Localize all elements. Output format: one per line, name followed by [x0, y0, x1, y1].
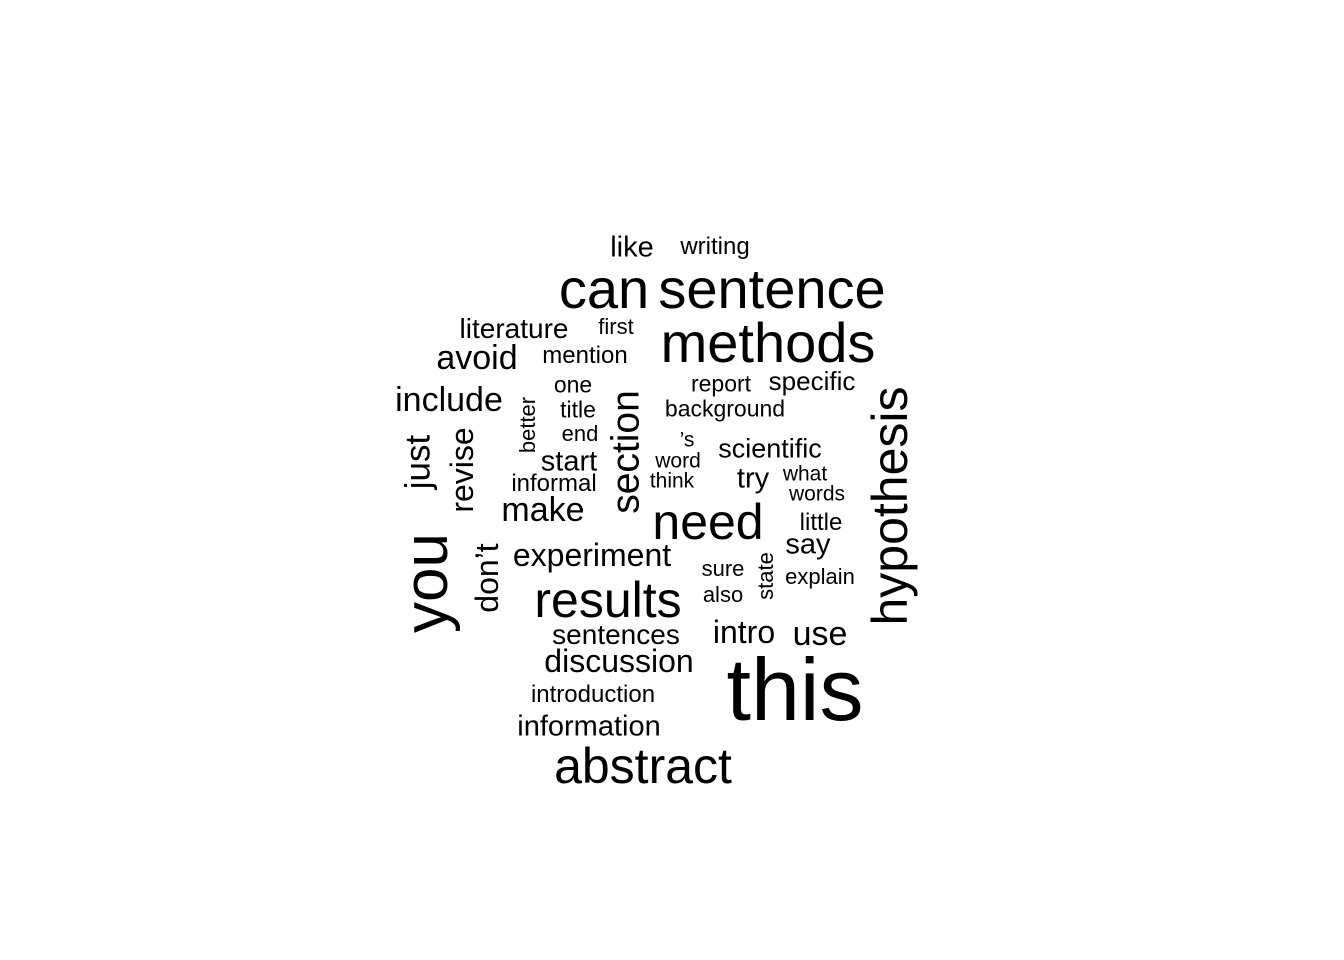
word-cloud-term: specific	[768, 366, 856, 396]
word-cloud-term: try	[736, 462, 770, 495]
word-cloud-term: don’t	[469, 543, 505, 613]
word-cloud-term: start	[540, 445, 598, 478]
word-cloud-term: think	[649, 469, 695, 493]
word-cloud-term: revise	[444, 427, 480, 513]
word-cloud-term: mention	[542, 342, 628, 369]
word-cloud-term: better	[515, 396, 540, 454]
word-cloud-term: report	[690, 370, 752, 397]
word-cloud-term: end	[561, 421, 599, 446]
word-cloud-term: methods	[660, 311, 876, 374]
word-cloud-term: background	[664, 395, 786, 422]
word-cloud-term: hypothesis	[862, 386, 918, 626]
word-cloud-term: you	[392, 533, 461, 633]
word-cloud-term: intro	[712, 614, 776, 650]
word-cloud-term: also	[702, 582, 744, 607]
word-cloud-term: include	[395, 381, 503, 419]
word-cloud-term: discussion	[544, 643, 694, 679]
word-cloud-term: need	[652, 494, 764, 550]
word-cloud-term: writing	[680, 233, 750, 260]
word-cloud-term: explain	[785, 564, 855, 589]
word-cloud-term: literature	[459, 313, 569, 344]
word-cloud-term: state	[753, 552, 778, 600]
word-cloud-term: title	[560, 396, 596, 423]
word-cloud-term: avoid	[436, 339, 518, 377]
word-cloud-term: can	[558, 257, 650, 320]
word-cloud-term: one	[553, 371, 593, 398]
word-cloud-term: introduction	[530, 681, 656, 708]
word-cloud-term: like	[610, 231, 654, 264]
word-cloud-term: use	[792, 615, 848, 653]
word-cloud-term: just	[398, 434, 438, 490]
word-cloud-term: section	[604, 390, 648, 514]
word-cloud-term: first	[598, 314, 634, 339]
word-cloud-term: word	[655, 449, 701, 473]
word-cloud-term: experiment	[512, 537, 672, 573]
word-cloud-term: results	[534, 572, 682, 628]
word-cloud-term: sure	[701, 556, 745, 581]
word-cloud-term: little	[799, 509, 843, 536]
word-cloud-term: words	[788, 482, 846, 506]
word-cloud-term: what	[782, 462, 828, 486]
word-cloud-term: this	[726, 640, 864, 739]
word-cloud-term: say	[785, 528, 831, 561]
word-cloud-term: scientific	[718, 433, 822, 464]
word-cloud-term: sentence	[658, 257, 886, 320]
word-cloud-term: informal	[511, 470, 597, 497]
word-cloud-term: information	[517, 710, 661, 743]
word-cloud-term: sentences	[552, 619, 680, 650]
word-cloud-term: ’s	[679, 428, 695, 452]
word-cloud-term: abstract	[554, 738, 732, 794]
word-cloud-term: make	[501, 491, 585, 529]
